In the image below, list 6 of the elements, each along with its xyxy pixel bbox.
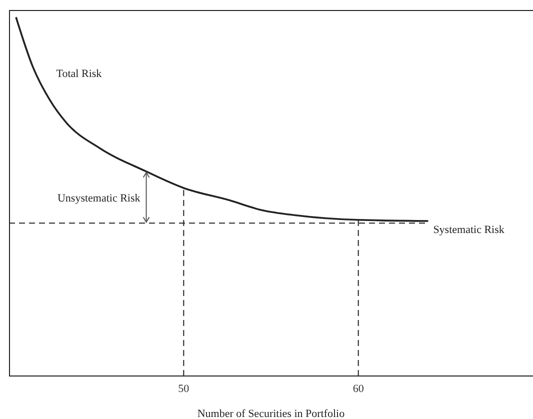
x-tick-label: 60 bbox=[352, 382, 364, 395]
x-axis-title: Number of Securities in Portfolio bbox=[197, 408, 346, 419]
ref-line-label: Systematic Risk bbox=[433, 224, 505, 236]
x-tick-label: 50 bbox=[178, 382, 190, 395]
annotation: Unsystematic Risk bbox=[57, 192, 141, 204]
annotation: Total Risk bbox=[56, 68, 102, 80]
